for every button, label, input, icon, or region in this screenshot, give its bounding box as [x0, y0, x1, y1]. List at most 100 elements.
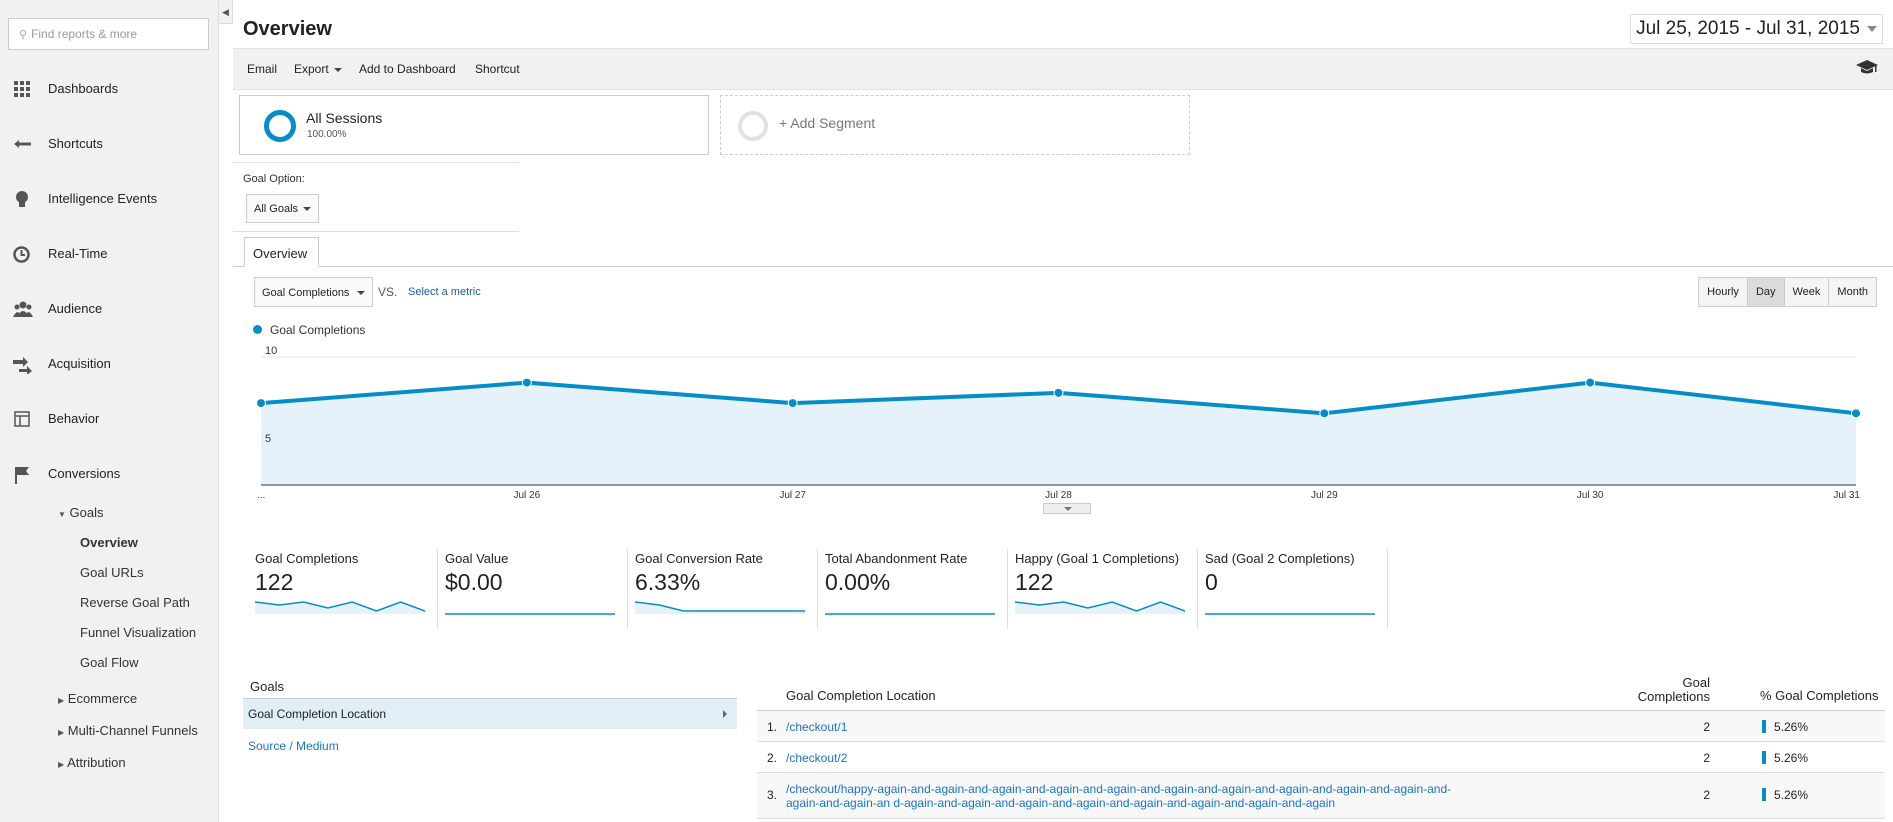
add-segment-button[interactable]: + Add Segment: [720, 95, 1190, 155]
scorecard-value: 122: [255, 569, 294, 595]
dimension-goal-completion-location[interactable]: Goal Completion Location: [243, 699, 737, 729]
sidebar-item-behavior[interactable]: Behavior: [0, 404, 219, 434]
scorecard-happy-goal-1[interactable]: Happy (Goal 1 Completions) 122: [1008, 549, 1198, 629]
sidebar-subitem-overview[interactable]: Overview: [80, 535, 138, 550]
row-percent: 5.26%: [1774, 751, 1809, 765]
scorecard-goal-value[interactable]: Goal Value $0.00: [438, 549, 628, 629]
caret-right-icon: ▶: [58, 728, 65, 737]
report-toolbar: Email Export Add to Dashboard Shortcut: [233, 48, 1893, 90]
sidebar: ⚲ Find reports & more Dashboards Shortcut…: [0, 0, 219, 822]
shortcut-button[interactable]: Shortcut: [475, 62, 520, 76]
goals-panel-header: Goals: [250, 679, 284, 694]
data-point: [1319, 408, 1330, 419]
row-location-link[interactable]: /checkout/1: [786, 720, 848, 734]
column-header-completions[interactable]: Goal Completions: [1638, 676, 1710, 704]
add-segment-label: + Add Segment: [779, 115, 876, 131]
x-tick-label: Jul 30: [1577, 490, 1604, 501]
sidebar-item-dashboards[interactable]: Dashboards: [0, 74, 219, 104]
row-location-link[interactable]: /checkout/2: [786, 751, 848, 765]
scorecard-total-abandonment-rate[interactable]: Total Abandonment Rate 0.00%: [818, 549, 1008, 629]
y-tick-label: 10: [265, 345, 277, 357]
scorecard-row: Goal Completions 122 Goal Value $0.00 Go…: [248, 549, 1388, 629]
date-range-selector[interactable]: Jul 25, 2015 - Jul 31, 2015: [1630, 14, 1883, 44]
search-input[interactable]: Find reports & more: [31, 27, 138, 41]
scorecard-title: Goal Completions: [255, 551, 359, 566]
sidebar-item-acquisition[interactable]: Acquisition: [0, 349, 219, 379]
export-button[interactable]: Export: [294, 62, 342, 76]
scorecard-title: Total Abandonment Rate: [825, 551, 968, 566]
goal-option-label: Goal Option:: [243, 173, 305, 185]
row-percent-bar: [1762, 720, 1766, 733]
sidebar-item-intelligence-events[interactable]: Intelligence Events: [0, 184, 219, 214]
sidebar-subitem-goal-flow[interactable]: Goal Flow: [80, 655, 139, 670]
caret-right-icon: ▶: [58, 760, 65, 769]
sidebar-item-shortcuts[interactable]: Shortcuts: [0, 129, 219, 159]
x-tick-label: Jul 26: [513, 490, 540, 501]
sidebar-item-multi-channel-funnels[interactable]: ▶ Multi-Channel Funnels: [58, 723, 198, 738]
data-point: [787, 398, 798, 409]
sidebar-item-ecommerce[interactable]: ▶ Ecommerce: [58, 691, 137, 706]
scorecard-sparkline: [1205, 613, 1375, 615]
dimension-label: Goal Completion Location: [248, 707, 387, 721]
scorecard-sad-goal-2[interactable]: Sad (Goal 2 Completions) 0: [1198, 549, 1388, 629]
collapse-sidebar-button[interactable]: ◀: [219, 0, 233, 24]
sidebar-item-label: Ecommerce: [67, 691, 138, 706]
add-to-dashboard-button[interactable]: Add to Dashboard: [359, 62, 456, 76]
scorecard-value: 0: [1205, 569, 1218, 595]
segment-all-sessions[interactable]: All Sessions 100.00%: [239, 95, 709, 155]
scorecard-goal-conversion-rate[interactable]: Goal Conversion Rate 6.33%: [628, 549, 818, 629]
interval-week-button[interactable]: Week: [1783, 277, 1830, 307]
column-header-percent[interactable]: % Goal Completions: [1760, 688, 1879, 703]
search-box[interactable]: ⚲ Find reports & more: [8, 18, 209, 50]
y-tick-label: 5: [265, 433, 271, 445]
goal-option-select[interactable]: All Goals: [246, 194, 319, 223]
tab-overview[interactable]: Overview: [244, 237, 319, 267]
scorecard-title: Goal Value: [445, 551, 509, 566]
scorecard-value: 122: [1015, 569, 1054, 595]
interval-day-button[interactable]: Day: [1746, 277, 1785, 307]
scorecard-title: Goal Conversion Rate: [635, 551, 763, 566]
caret-down-icon: [303, 207, 311, 211]
lightbulb-icon: [13, 191, 30, 207]
interval-hourly-button[interactable]: Hourly: [1698, 277, 1748, 307]
caret-down-icon: [357, 291, 365, 295]
dimension-source-medium-link[interactable]: Source / Medium: [248, 739, 339, 753]
chart-resize-handle[interactable]: [1043, 503, 1091, 514]
sidebar-item-audience[interactable]: Audience: [0, 294, 219, 324]
scorecard-sparkline: [445, 613, 615, 615]
sidebar-subitem-funnel-visualization[interactable]: Funnel Visualization: [80, 625, 197, 640]
select-a-metric-link[interactable]: Select a metric: [408, 286, 481, 298]
graduation-cap-icon[interactable]: [1856, 59, 1878, 80]
sparkline-area: [1015, 602, 1185, 614]
sidebar-item-attribution[interactable]: ▶ Attribution: [58, 755, 126, 770]
scorecard-value: 6.33%: [635, 569, 701, 595]
data-point: [1585, 377, 1596, 388]
segment-percent: 100.00%: [307, 129, 347, 140]
x-tick-label: Jul 29: [1311, 490, 1338, 501]
search-icon: ⚲: [19, 29, 28, 41]
column-header-location[interactable]: Goal Completion Location: [786, 688, 936, 703]
interval-month-button[interactable]: Month: [1828, 277, 1877, 307]
legend-label: Goal Completions: [270, 323, 366, 337]
email-button[interactable]: Email: [247, 62, 278, 76]
sidebar-item-goals[interactable]: ▼ Goals: [58, 505, 104, 520]
row-percent: 5.26%: [1774, 788, 1809, 802]
row-completions: 2: [1703, 788, 1710, 802]
sidebar-subitem-goal-urls[interactable]: Goal URLs: [80, 565, 144, 580]
data-point: [521, 377, 532, 388]
sidebar-subitem-reverse-goal-path[interactable]: Reverse Goal Path: [80, 595, 190, 610]
scorecard-goal-completions[interactable]: Goal Completions 122: [248, 549, 438, 629]
caret-right-icon: ▶: [58, 696, 65, 705]
x-tick-label: Jul 28: [1045, 490, 1072, 501]
sidebar-item-label: Behavior: [48, 411, 100, 426]
sparkline-area: [635, 602, 805, 614]
series-area: [261, 382, 1856, 485]
row-location-link[interactable]: /checkout/happy-again-and-again-and-agai…: [786, 782, 1452, 810]
sidebar-item-real-time[interactable]: Real-Time: [0, 239, 219, 269]
sparkline-line: [255, 601, 425, 612]
primary-metric-select[interactable]: Goal Completions: [254, 277, 373, 307]
table-row: 1. /checkout/1 2 5.26%: [757, 711, 1885, 742]
sparkline-line: [635, 601, 805, 612]
sidebar-item-conversions[interactable]: Conversions: [0, 459, 219, 489]
goal-option-value: All Goals: [254, 203, 299, 215]
